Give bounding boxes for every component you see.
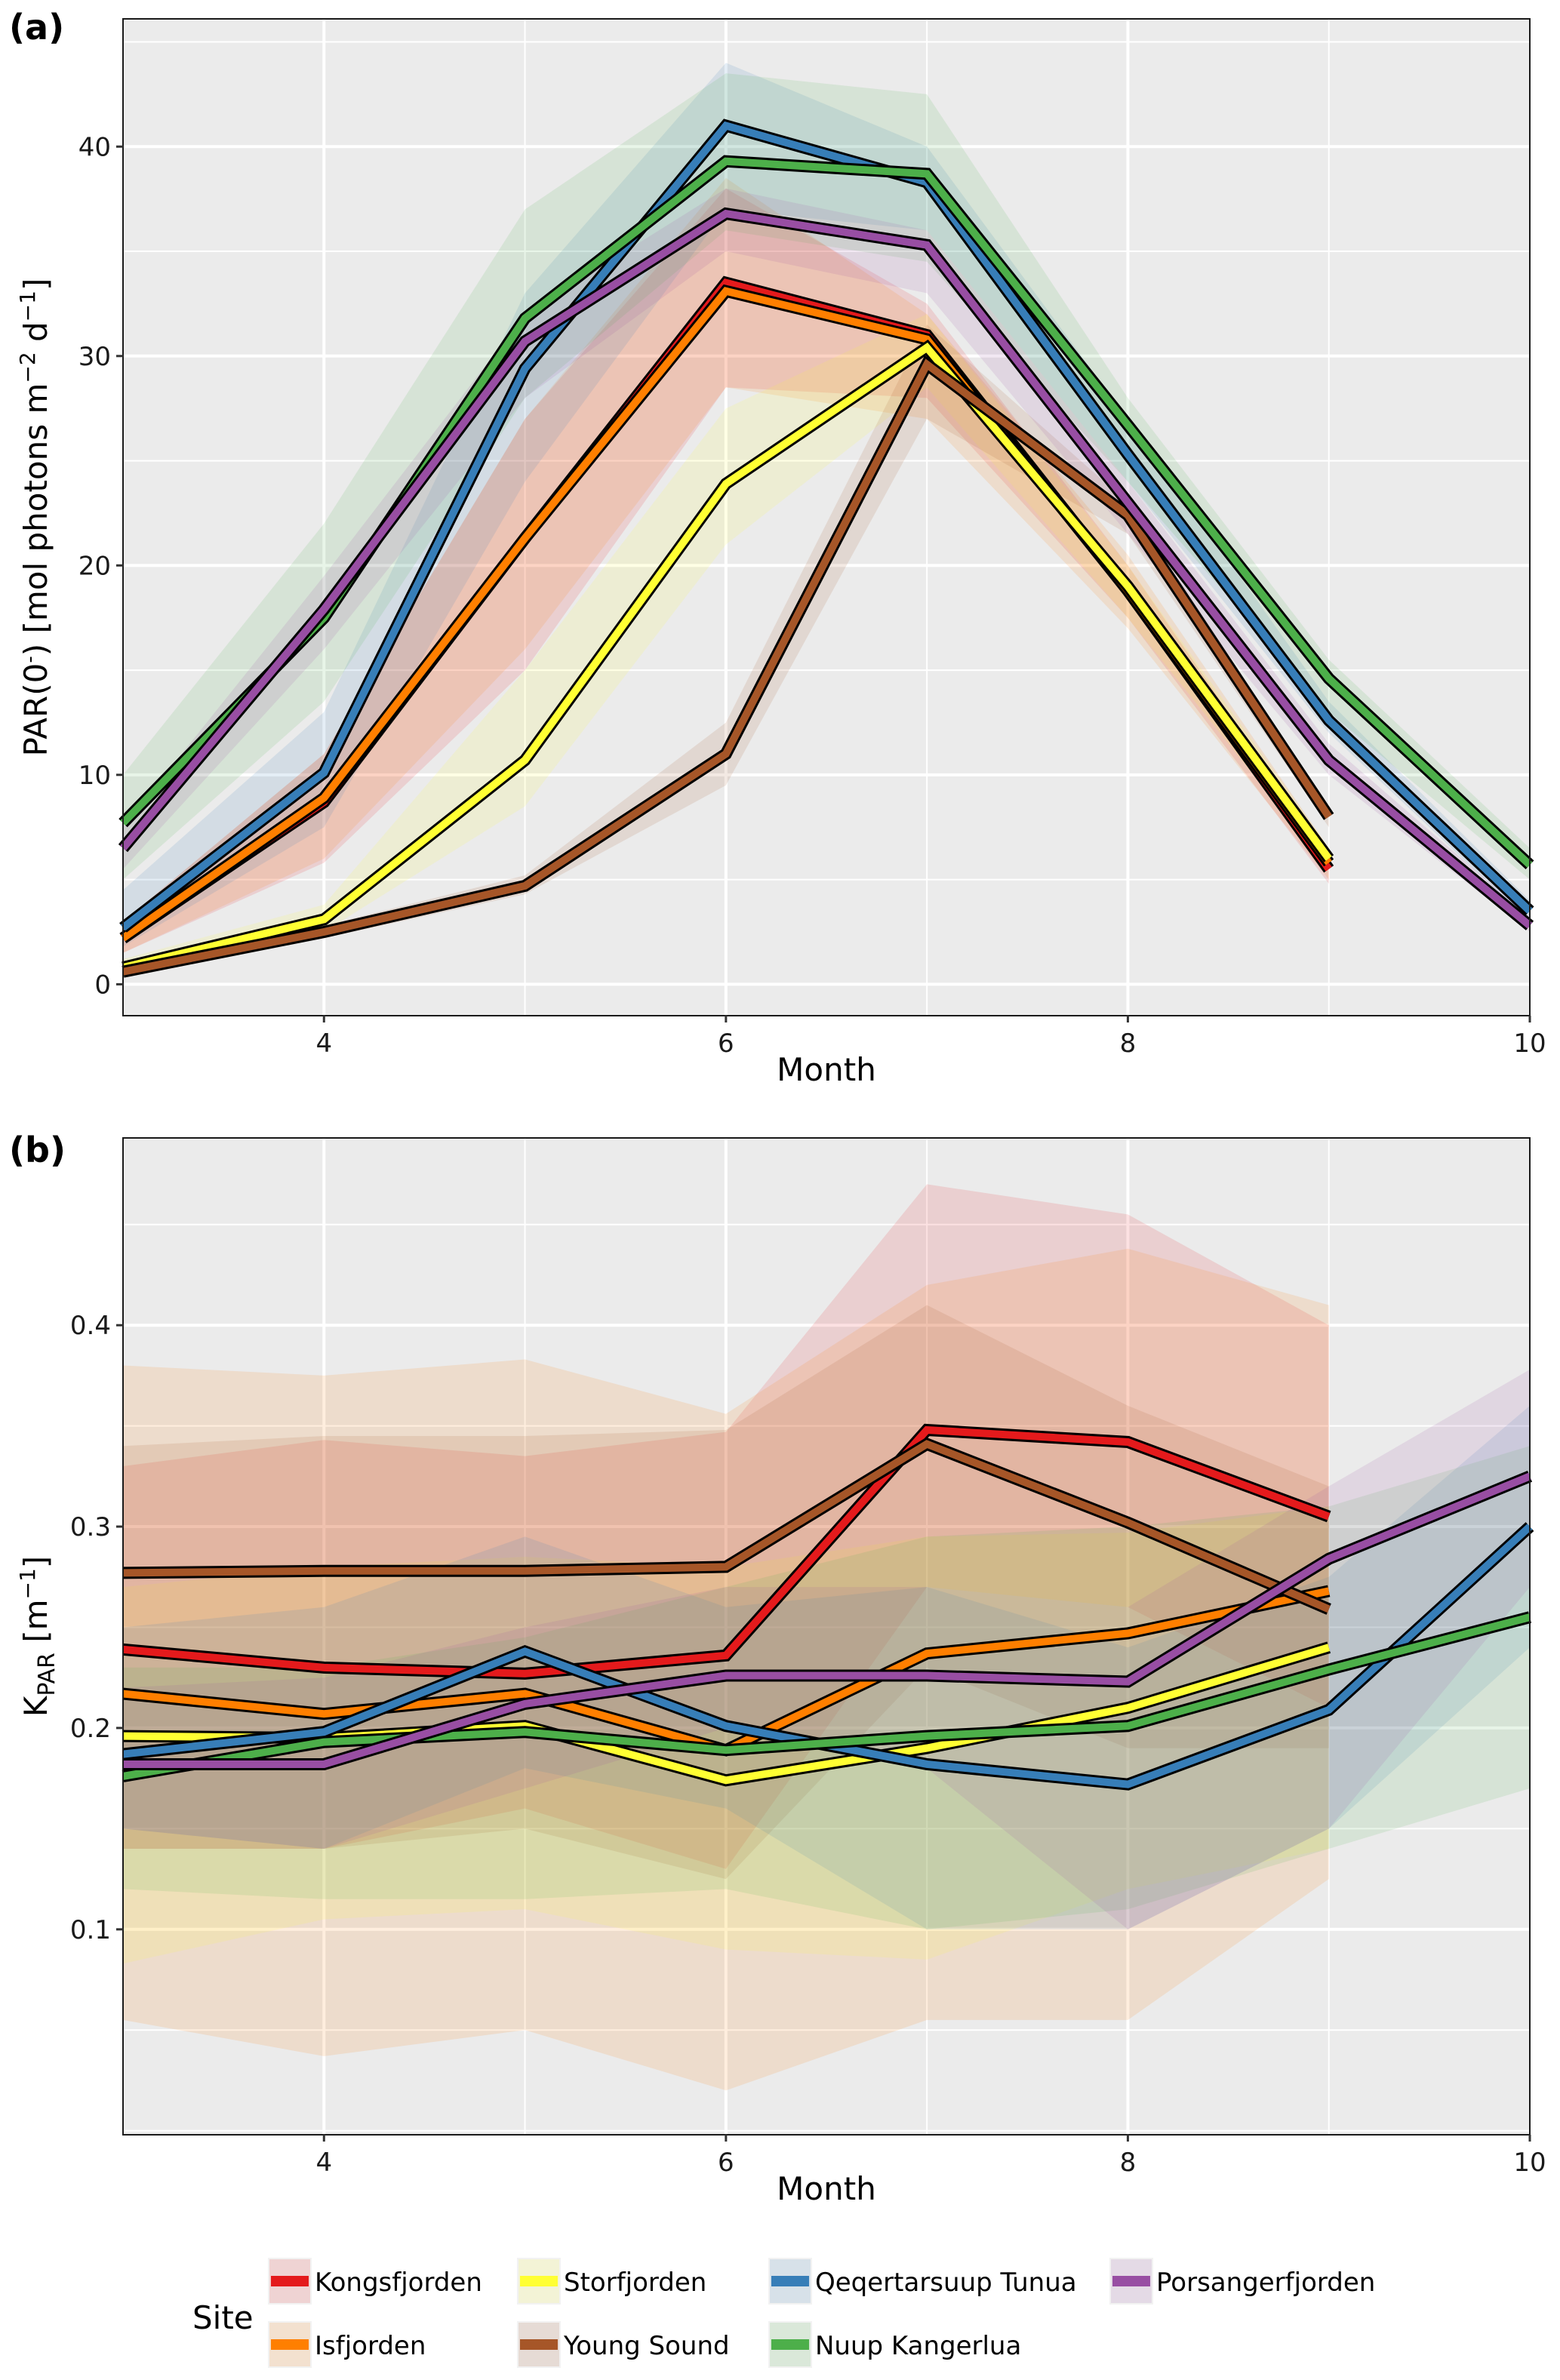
ylabel-end: ] [17,1556,54,1568]
legend-item-storfjorden: Storfjorden [517,2258,706,2305]
y-tick-label: 0 [94,970,111,1000]
ylabel-main: K [17,1695,54,1717]
ylabel-sub: PAR [34,1653,60,1696]
legend-key-line [271,2339,309,2350]
panel-b-label: (b) [9,1130,66,1170]
series-kongsfjorden [122,1423,1331,1680]
legend-key-line [771,2276,809,2286]
panel-a-lines [118,118,1534,978]
x-tick-label: 8 [1120,2148,1137,2178]
x-tick-label: 10 [1513,1029,1546,1059]
legend-label: Porsangerfjorden [1156,2268,1375,2298]
ylabel-sup-m: −2 [15,352,40,383]
legend-item-kongsfjorden: Kongsfjorden [268,2258,482,2305]
panel-b-axes: 0.1 0.2 0.3 0.4 4 6 8 10 [70,1311,1546,2178]
ylabel-mid2: d [17,321,54,352]
ylabel-mid: [m [17,1599,54,1653]
panel-a-plot-background [123,19,1530,1016]
panel-a: (a) 0 10 20 30 40 4 6 8 10 Month PAR(0-) [mol ph… [9,7,1546,1088]
ylabel-sup: −1 [15,1568,40,1599]
series-line [122,1613,1531,1780]
x-tick-label: 10 [1513,2148,1546,2178]
legend-label: Qeqertarsuup Tunua [815,2268,1077,2298]
legend-key-line [271,2276,309,2286]
legend-item-qeqertarsuup-tunua: Qeqertarsuup Tunua [768,2258,1077,2305]
panel-b-x-axis-title: Month [777,2170,876,2207]
panel-b: (b) 0.1 0.2 0.3 0.4 4 6 8 10 Month KPAR [m−1] [9,1130,1546,2207]
ylabel-mid: ) [mol photons m [17,383,54,656]
legend-items: Kongsfjorden Isfjorden Storfjorden Young So… [268,2258,1375,2368]
panel-b-y-axis-title: KPAR [m−1] [15,1556,60,1717]
ribbon-qeqertarsuup-tunua [123,1405,1530,1930]
y-tick-label: 40 [78,132,111,162]
ylabel-sup-d: −1 [15,291,40,321]
ribbon-qeqertarsuup-tunua [123,63,1530,947]
legend-label: Kongsfjorden [315,2268,482,2298]
series-porsangerfjorden [122,1470,1533,1770]
legend-item-nuup-kangerlua: Nuup Kangerlua [768,2321,1021,2368]
ylabel-main: PAR(0 [17,663,54,757]
x-tick-label: 4 [315,2148,332,2178]
legend-label: Storfjorden [564,2268,706,2298]
series-young-sound [122,355,1334,978]
panel-a-label: (a) [9,7,64,48]
series-qeqertarsuup-tunua [119,118,1534,933]
legend: Site Kongsfjorden Isfjorden Storfjorden You… [192,2258,1375,2368]
y-tick-label: 20 [78,551,111,581]
series-line [120,121,1533,931]
panel-b-ribbons [123,1184,1530,2091]
x-tick-label: 6 [718,2148,734,2178]
legend-title: Site [192,2299,254,2336]
y-tick-label: 30 [78,342,111,372]
x-tick-label: 6 [718,1029,734,1059]
panel-a-y-axis-title: PAR(0-) [mol photons m−2 d−1] [15,278,54,757]
ribbon-storfjorden [123,314,1329,974]
legend-label: Isfjorden [315,2331,426,2361]
y-tick-label: 0.3 [70,1512,111,1542]
x-tick-label: 4 [315,1029,332,1059]
ribbon-porsangerfjorden [123,1369,1530,1930]
legend-key-line [771,2339,809,2350]
ribbon-nuup-kangerlua [123,1446,1530,1930]
legend-item-porsangerfjorden: Porsangerfjorden [1109,2258,1375,2305]
legend-label: Nuup Kangerlua [815,2331,1021,2361]
y-tick-label: 0.2 [70,1714,111,1744]
ribbon-isfjorden [123,1248,1329,2091]
panel-a-x-axis-title: Month [777,1051,876,1088]
legend-item-young-sound: Young Sound [517,2321,730,2368]
y-tick-label: 10 [78,761,111,791]
ylabel-sup-minus: - [19,656,42,663]
panel-a-axes: 0 10 20 30 40 4 6 8 10 [78,132,1546,1059]
panel-b-frame [122,1137,1531,2136]
legend-label: Young Sound [563,2331,730,2361]
legend-key-line [520,2339,558,2350]
ribbon-kongsfjorden [123,188,1329,953]
x-tick-label: 8 [1120,1029,1137,1059]
ylabel-end: ] [17,278,54,291]
series-line [120,209,1533,929]
y-tick-label: 0.1 [70,1915,111,1945]
panel-b-lines [122,1423,1534,1791]
legend-item-isfjorden: Isfjorden [268,2321,426,2368]
ribbon-storfjorden [123,1506,1329,1964]
legend-key-line [1112,2276,1150,2286]
y-tick-label: 0.4 [70,1311,111,1341]
series-line [123,1472,1531,1768]
legend-key-line [520,2276,558,2286]
panel-a-frame [122,18,1531,1016]
ribbon-isfjorden [123,177,1329,953]
series-storfjorden [122,340,1334,973]
panel-b-plot-background [123,1138,1530,2135]
